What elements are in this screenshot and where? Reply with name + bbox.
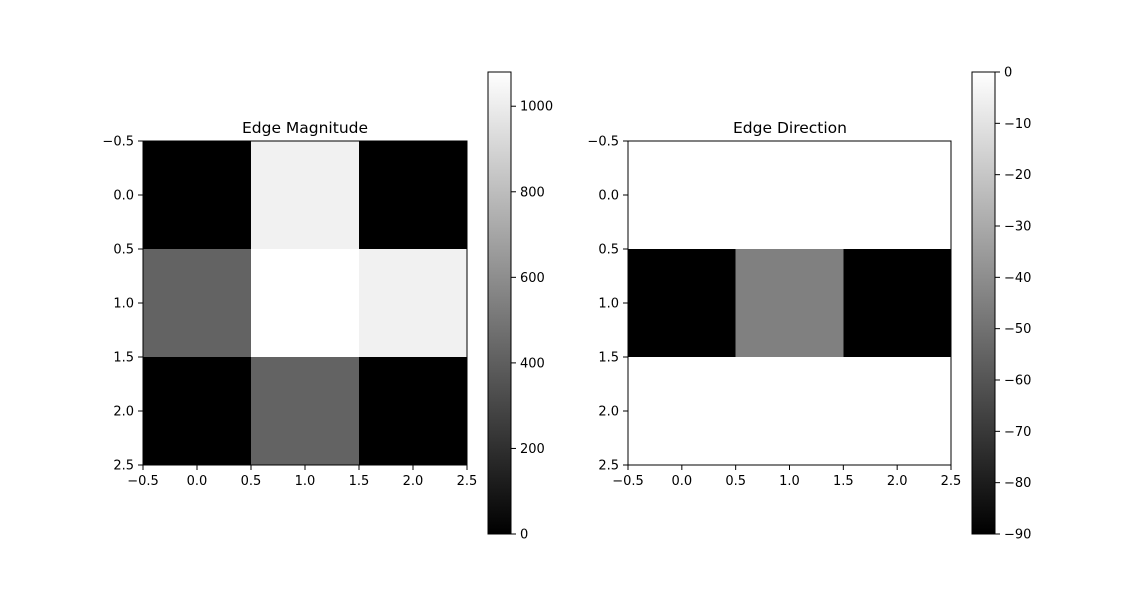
x-tick-label: 1.0 bbox=[295, 474, 316, 489]
chart-title: Edge Magnitude bbox=[242, 119, 368, 137]
colorbar-gradient bbox=[487, 71, 512, 535]
x-axis: −0.5 0.0 0.5 1.0 1.5 2.0 2.5 bbox=[127, 465, 477, 489]
colorbar-tick-label: −60 bbox=[1004, 374, 1031, 389]
y-tick-label: 1.5 bbox=[113, 351, 134, 366]
y-tick-label: 2.5 bbox=[113, 459, 134, 474]
x-tick-label: 1.5 bbox=[833, 474, 854, 489]
heatmap-cell bbox=[843, 141, 951, 249]
y-tick-label: 0.0 bbox=[113, 189, 134, 204]
heatmap-cell bbox=[359, 141, 467, 249]
heatmap-cell bbox=[251, 249, 359, 357]
x-tick-label: 0.0 bbox=[187, 474, 208, 489]
colorbar-tick-label: 0 bbox=[1004, 66, 1012, 81]
colorbar-tick-label: −10 bbox=[1004, 117, 1031, 132]
x-tick-label: 2.0 bbox=[403, 474, 424, 489]
y-tick-label: 0.0 bbox=[598, 189, 619, 204]
colorbar-ticks: 0 200 400 600 800 1000 bbox=[511, 100, 553, 543]
heatmap-cell bbox=[735, 249, 844, 357]
heatmap-cells bbox=[143, 141, 467, 465]
x-tick-label: 2.0 bbox=[887, 474, 908, 489]
colorbar: 0 −10 −20 −30 −40 −50 −60 −70 −80 −90 bbox=[971, 66, 1031, 543]
colorbar-tick-label: 200 bbox=[520, 442, 545, 457]
x-tick-label: 1.5 bbox=[349, 474, 370, 489]
colorbar-tick-label: 1000 bbox=[520, 100, 553, 115]
x-tick-label: 0.5 bbox=[241, 474, 262, 489]
panel-edge-magnitude: Edge Magnitude −0.5 0.0 0.5 1.0 1.5 2.0 2.5 −0… bbox=[102, 71, 553, 543]
y-tick-label: 2.0 bbox=[113, 405, 134, 420]
heatmap-cell bbox=[251, 141, 359, 249]
x-tick-label: 0.0 bbox=[671, 474, 692, 489]
colorbar-tick-label: −30 bbox=[1004, 220, 1031, 235]
y-tick-label: 1.5 bbox=[598, 351, 619, 366]
x-tick-label: −0.5 bbox=[127, 474, 159, 489]
heatmap-cells bbox=[628, 141, 951, 465]
y-tick-label: 0.5 bbox=[113, 243, 134, 258]
colorbar-tick-label: 0 bbox=[520, 528, 528, 543]
heatmap-cell bbox=[735, 141, 844, 249]
x-tick-label: 2.5 bbox=[457, 474, 478, 489]
x-tick-label: 2.5 bbox=[941, 474, 962, 489]
heatmap-cell bbox=[251, 357, 359, 465]
heatmap-cell bbox=[628, 357, 736, 465]
y-tick-label: −0.5 bbox=[102, 135, 134, 150]
colorbar-tick-label: −90 bbox=[1004, 528, 1031, 543]
y-axis: −0.5 0.0 0.5 1.0 1.5 2.0 2.5 bbox=[102, 135, 143, 474]
colorbar-tick-label: 600 bbox=[520, 271, 545, 286]
y-tick-label: 0.5 bbox=[598, 243, 619, 258]
colorbar-tick-label: −20 bbox=[1004, 168, 1031, 183]
y-tick-label: −0.5 bbox=[587, 135, 619, 150]
x-tick-label: 1.0 bbox=[779, 474, 800, 489]
heatmap-cell bbox=[143, 249, 251, 357]
heatmap-cell bbox=[628, 141, 736, 249]
colorbar-tick-label: −80 bbox=[1004, 476, 1031, 491]
y-tick-label: 2.5 bbox=[598, 459, 619, 474]
x-axis: −0.5 0.0 0.5 1.0 1.5 2.0 2.5 bbox=[612, 465, 961, 489]
colorbar-tick-label: 400 bbox=[520, 356, 545, 371]
colorbar-gradient bbox=[971, 71, 996, 535]
x-tick-label: 0.5 bbox=[725, 474, 746, 489]
heatmap-cell bbox=[359, 357, 467, 465]
heatmap-cell bbox=[843, 357, 951, 465]
colorbar-tick-label: −50 bbox=[1004, 322, 1031, 337]
heatmap-cell bbox=[628, 249, 736, 357]
heatmap-cell bbox=[143, 141, 251, 249]
heatmap-cell bbox=[143, 357, 251, 465]
y-tick-label: 2.0 bbox=[598, 405, 619, 420]
colorbar-ticks: 0 −10 −20 −30 −40 −50 −60 −70 −80 −90 bbox=[995, 66, 1031, 543]
colorbar-tick-label: 800 bbox=[520, 185, 545, 200]
colorbar: 0 200 400 600 800 1000 bbox=[487, 71, 553, 543]
heatmap-cell bbox=[735, 357, 844, 465]
y-tick-label: 1.0 bbox=[598, 297, 619, 312]
chart-title: Edge Direction bbox=[733, 119, 847, 137]
y-axis: −0.5 0.0 0.5 1.0 1.5 2.0 2.5 bbox=[587, 135, 628, 474]
y-tick-label: 1.0 bbox=[113, 297, 134, 312]
x-tick-label: −0.5 bbox=[612, 474, 644, 489]
panel-edge-direction: Edge Direction −0.5 0.0 0.5 1.0 1.5 2.0 2.5 −0… bbox=[587, 66, 1031, 543]
heatmap-cell bbox=[359, 249, 467, 357]
colorbar-tick-label: −70 bbox=[1004, 425, 1031, 440]
heatmap-cell bbox=[843, 249, 951, 357]
colorbar-tick-label: −40 bbox=[1004, 271, 1031, 286]
